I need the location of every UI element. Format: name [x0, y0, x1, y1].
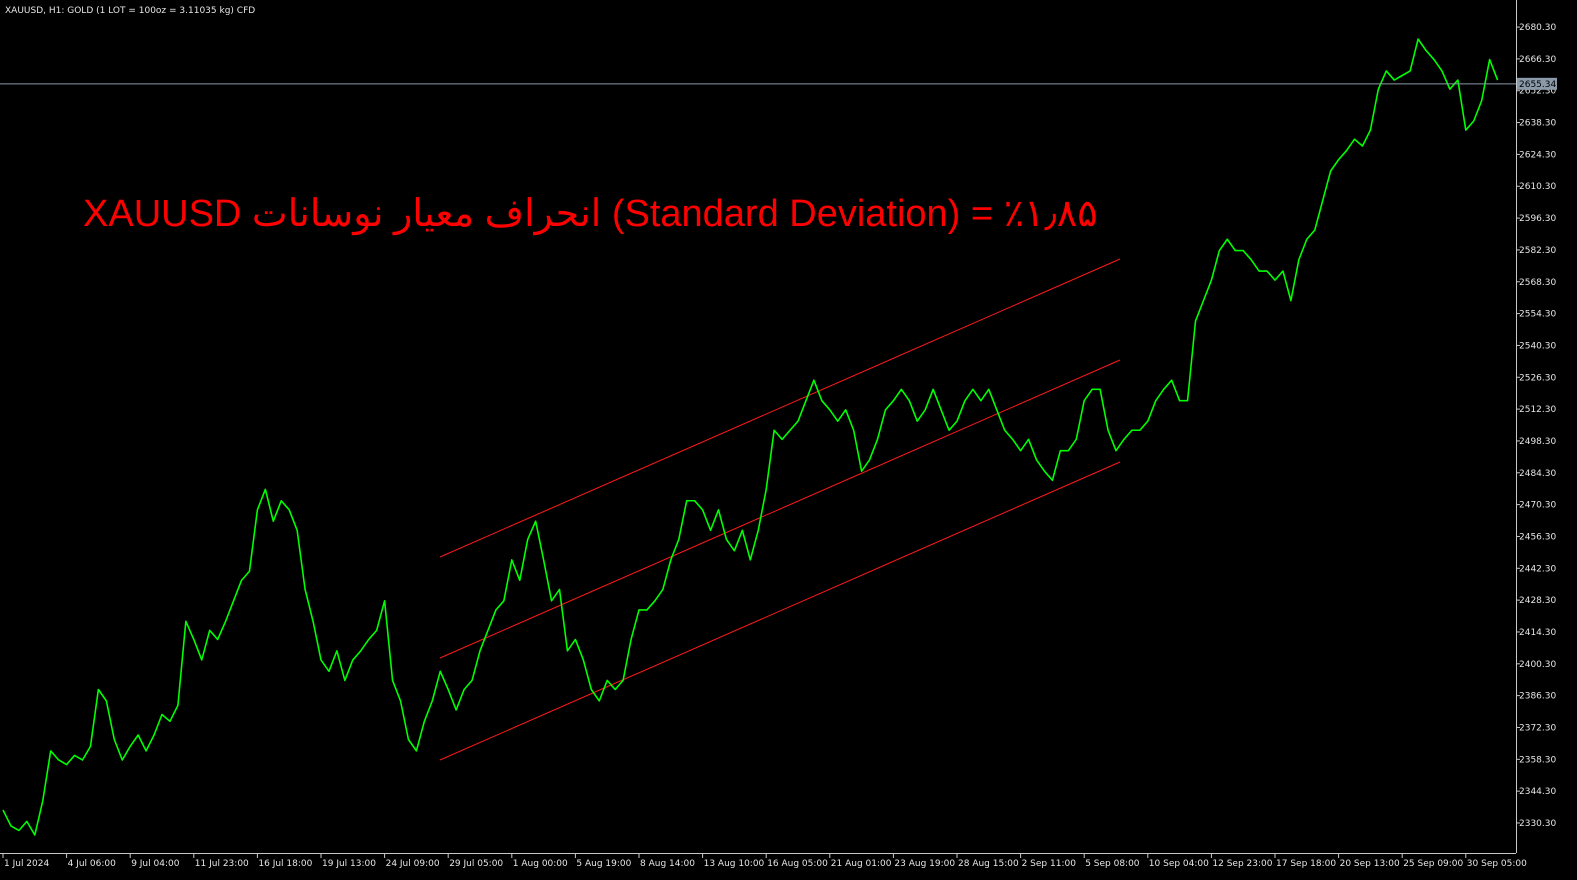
y-tick-label: 2372.30 — [1519, 723, 1556, 733]
x-tick-label: 28 Aug 15:00 — [958, 859, 1019, 869]
y-tick-label: 2680.30 — [1519, 23, 1556, 33]
price-line — [2, 38, 1499, 836]
y-tick-label: 2582.30 — [1519, 246, 1556, 256]
y-tick-label: 2526.30 — [1519, 373, 1556, 383]
y-tick-label: 2330.30 — [1519, 819, 1556, 829]
y-tick-label: 2484.30 — [1519, 469, 1556, 479]
x-tick-label: 13 Aug 10:00 — [704, 859, 765, 869]
x-tick-label: 24 Jul 09:00 — [386, 859, 440, 869]
x-tick-label: 1 Aug 00:00 — [513, 859, 568, 869]
x-tick-label: 12 Sep 23:00 — [1212, 859, 1272, 869]
x-tick-label: 19 Jul 13:00 — [322, 859, 376, 869]
y-tick-label: 2414.30 — [1519, 628, 1556, 638]
x-tick-label: 21 Aug 01:00 — [831, 859, 892, 869]
x-tick-label: 25 Sep 09:00 — [1403, 859, 1463, 869]
y-tick-label: 2358.30 — [1519, 755, 1556, 765]
y-tick-label: 2386.30 — [1519, 692, 1556, 702]
x-tick-label: 29 Jul 05:00 — [449, 859, 503, 869]
x-tick-label: 10 Sep 04:00 — [1149, 859, 1209, 869]
x-tick-label: 23 Aug 19:00 — [894, 859, 955, 869]
y-tick-label: 2400.30 — [1519, 660, 1556, 670]
x-tick-label: 16 Aug 05:00 — [767, 859, 828, 869]
x-tick-label: 5 Sep 08:00 — [1085, 859, 1140, 869]
y-tick-label: 2442.30 — [1519, 564, 1556, 574]
y-tick-label: 2638.30 — [1519, 119, 1556, 129]
x-tick-label: 1 Jul 2024 — [4, 859, 49, 869]
x-tick-label: 8 Aug 14:00 — [640, 859, 695, 869]
channel-upper — [439, 258, 1121, 558]
y-tick-label: 2554.30 — [1519, 310, 1556, 320]
x-tick-label: 9 Jul 04:00 — [131, 859, 180, 869]
x-tick-label: 20 Sep 13:00 — [1340, 859, 1400, 869]
x-tick-label: 11 Jul 23:00 — [195, 859, 249, 869]
y-tick-label: 2512.30 — [1519, 405, 1556, 415]
y-tick-label: 2428.30 — [1519, 596, 1556, 606]
x-tick-label: 16 Jul 18:00 — [258, 859, 312, 869]
channel-lower — [439, 461, 1121, 761]
y-tick-label: 2456.30 — [1519, 532, 1556, 542]
y-tick-label: 2568.30 — [1519, 278, 1556, 288]
y-tick-label: 2498.30 — [1519, 437, 1556, 447]
y-tick-label: 2652.30 — [1519, 87, 1556, 97]
channel-middle — [439, 359, 1121, 659]
y-tick-label: 2610.30 — [1519, 182, 1556, 192]
x-tick-label: 2 Sep 11:00 — [1022, 859, 1077, 869]
x-tick-label: 4 Jul 06:00 — [68, 859, 117, 869]
y-tick-label: 2666.30 — [1519, 55, 1556, 65]
current-price-box — [1517, 77, 1557, 90]
y-tick-label: 2470.30 — [1519, 501, 1556, 511]
x-tick-label: 17 Sep 18:00 — [1276, 859, 1336, 869]
std-channel — [439, 258, 1121, 761]
annotation: XAUUSD انحراف معیار نوسانات (Standard De… — [83, 193, 1098, 236]
y-tick-label: 2624.30 — [1519, 150, 1556, 160]
y-tick-label: 2344.30 — [1519, 787, 1556, 797]
y-tick-label: 2540.30 — [1519, 341, 1556, 351]
y-tick-label: 2596.30 — [1519, 214, 1556, 224]
chart-title: XAUUSD, H1: GOLD (1 LOT = 100oz = 3.1103… — [5, 6, 255, 16]
x-tick-label: 5 Aug 19:00 — [576, 859, 631, 869]
x-tick-label: 30 Sep 05:00 — [1467, 859, 1527, 869]
current-price-label: 2655.34 — [1519, 80, 1556, 90]
